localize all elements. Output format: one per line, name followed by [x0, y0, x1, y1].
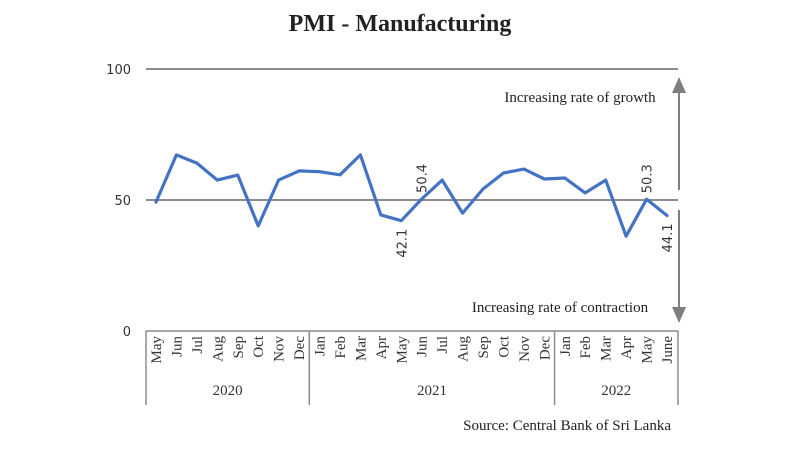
month-label: May: [394, 336, 410, 364]
month-label: May: [640, 336, 656, 364]
month-label: Aug: [210, 336, 226, 362]
month-label: Feb: [578, 336, 594, 359]
y-axis-ticks: 0 50 100: [106, 63, 131, 340]
month-label: Apr: [619, 336, 635, 359]
month-label: Jan: [558, 336, 574, 356]
month-label: Sep: [231, 336, 247, 359]
arrow-up-icon: [672, 77, 686, 93]
data-label: 44.1: [661, 223, 676, 252]
source-note: Source: Central Bank of Sri Lanka: [463, 418, 671, 434]
series-line: [154, 153, 669, 238]
y-tick-label: 100: [106, 63, 131, 78]
month-label: Jun: [415, 336, 431, 357]
arrow-down-icon: [672, 307, 686, 323]
chart-title: PMI - Manufacturing: [289, 11, 512, 37]
growth-annotation: Increasing rate of growth: [504, 90, 656, 106]
data-labels: 42.1 50.4 50.3 44.1: [395, 164, 676, 258]
month-label: Apr: [374, 336, 390, 359]
month-label: Feb: [333, 336, 349, 359]
year-label-2020: 2020: [213, 383, 243, 399]
year-label-2022: 2022: [601, 383, 631, 399]
month-label: Jul: [190, 336, 206, 354]
month-label: Jan: [313, 336, 329, 356]
y-tick-label: 50: [114, 194, 131, 209]
month-label: June: [660, 336, 676, 364]
contraction-annotation: Increasing rate of contraction: [472, 300, 649, 316]
y-tick-label: 0: [123, 325, 131, 340]
month-label: Nov: [272, 336, 288, 362]
gridlines: [146, 68, 678, 201]
month-label: May: [149, 336, 165, 364]
data-label: 50.4: [416, 164, 431, 193]
month-label: Nov: [517, 336, 533, 362]
month-label: Aug: [456, 336, 472, 362]
month-label: Oct: [251, 335, 267, 357]
month-label: Jul: [435, 336, 451, 354]
data-label: 50.3: [641, 164, 656, 193]
month-label: Mar: [599, 336, 615, 361]
month-label: Dec: [537, 336, 553, 360]
series-line-group: [154, 153, 669, 238]
direction-arrows: [672, 77, 686, 323]
month-label: Jun: [169, 336, 185, 357]
data-label: 42.1: [395, 229, 410, 258]
year-label-2021: 2021: [417, 383, 447, 399]
month-label: Mar: [353, 336, 369, 361]
month-label: Dec: [292, 336, 308, 360]
month-label: Oct: [496, 335, 512, 357]
month-label: Sep: [476, 336, 492, 359]
